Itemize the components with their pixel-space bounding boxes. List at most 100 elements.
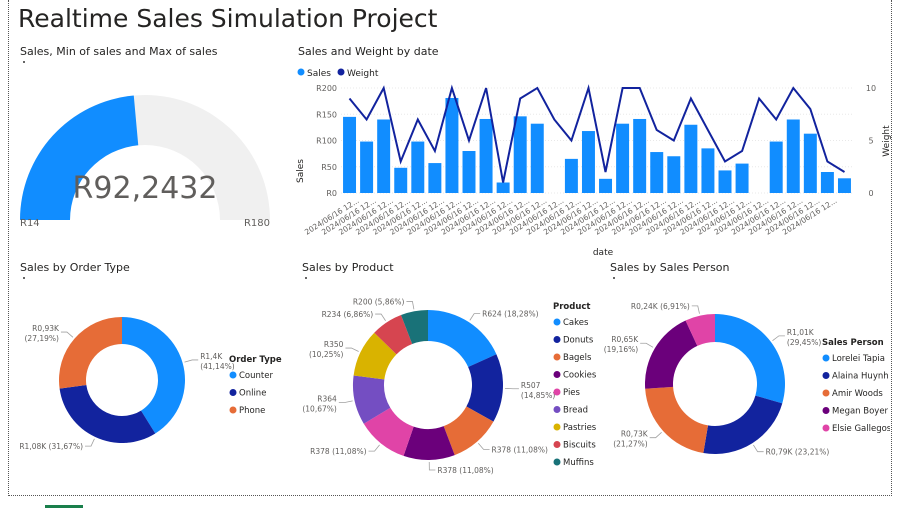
sales-bar xyxy=(462,151,476,193)
donut-slice xyxy=(685,314,715,346)
legend-title: Sales Person xyxy=(822,338,884,348)
legend-item: Cakes xyxy=(563,318,589,328)
y-axis-title: Sales xyxy=(296,159,306,183)
legend-sales-marker xyxy=(297,68,305,76)
data-label: R1,08K (31,67%) xyxy=(19,442,83,451)
gauge-min-label: R14 xyxy=(20,218,40,229)
legend-marker xyxy=(822,372,830,379)
legend-item: Phone xyxy=(239,406,265,416)
legend-item: Bagels xyxy=(563,353,592,363)
sales-bar xyxy=(820,172,834,193)
legend-item: Alaina Huynh xyxy=(832,372,889,382)
legend-marker xyxy=(553,318,561,326)
data-label-pct: (10,25%) xyxy=(309,350,344,359)
sales-bar xyxy=(837,178,851,193)
y-tick-label: R100 xyxy=(316,137,337,146)
y-tick-label: R0 xyxy=(326,189,337,198)
leader-line xyxy=(345,347,359,352)
leader-line xyxy=(640,342,654,348)
legend-title: Order Type xyxy=(229,355,282,365)
legend-weight-label: Weight xyxy=(347,69,379,79)
data-label: R234 (6,86%) xyxy=(322,310,374,319)
donut-slice xyxy=(401,310,428,344)
data-label: R0,93K xyxy=(32,324,60,333)
y-tick-label: R150 xyxy=(316,110,337,119)
leader-line xyxy=(428,461,436,471)
legend-sales-label: Sales xyxy=(307,69,331,79)
page-title: Realtime Sales Simulation Project xyxy=(18,4,438,33)
sales-bar xyxy=(411,141,425,193)
sales-bar xyxy=(513,116,527,193)
sales-bar xyxy=(599,178,613,193)
donut-slice xyxy=(59,317,122,389)
data-label: R350 xyxy=(324,340,344,349)
data-label: R1,4K xyxy=(200,352,223,361)
gauge-chart[interactable]: R92,2432 R14 R180 xyxy=(10,55,280,235)
legend-marker xyxy=(553,388,561,396)
weight-line xyxy=(348,84,846,183)
sales-bar xyxy=(394,167,408,193)
legend-item: Amir Woods xyxy=(832,389,883,399)
sales-bar xyxy=(650,152,664,193)
sales-bar xyxy=(377,119,391,193)
legend-marker xyxy=(553,371,561,378)
leader-line xyxy=(368,444,380,452)
leader-line xyxy=(85,438,95,447)
donut-slice xyxy=(428,310,497,367)
sales-person-donut[interactable]: R1,01K(29,45%) R0,79K (23,21%) R0,73K(21,2… xyxy=(600,280,890,480)
data-label: R0,79K (23,21%) xyxy=(766,448,830,457)
legend-marker xyxy=(822,354,830,362)
data-label: R0,65K xyxy=(611,335,639,344)
sales-bar xyxy=(718,170,732,193)
data-label-pct: (14,85%) xyxy=(521,391,556,400)
donut-slice xyxy=(645,386,709,454)
leader-line xyxy=(649,432,662,439)
sales-bar xyxy=(701,148,715,193)
legend-marker xyxy=(553,423,561,431)
x-axis-title: date xyxy=(593,248,614,258)
order-type-donut[interactable]: R1,4K(41,14%) R1,08K (31,67%) R0,93K(27,19… xyxy=(5,280,295,480)
legend-item: Online xyxy=(239,389,266,399)
sales-bar xyxy=(769,141,783,193)
legend-item: Counter xyxy=(239,371,273,381)
legend-item: Megan Boyer xyxy=(832,407,889,417)
donut-slice xyxy=(645,320,698,389)
order-type-menu-dot[interactable] xyxy=(23,277,25,279)
sales-bar xyxy=(803,133,817,193)
legend-item: Pastries xyxy=(563,423,597,433)
data-label-pct: (10,67%) xyxy=(302,405,337,414)
legend-weight-marker xyxy=(337,68,345,76)
donut-slice xyxy=(59,384,156,443)
sales-bar xyxy=(479,118,493,193)
legend-marker xyxy=(822,389,830,397)
leader-line xyxy=(772,335,785,341)
product-menu-dot[interactable] xyxy=(305,277,307,279)
legend-item: Cookies xyxy=(563,371,597,381)
data-label: R0,73K xyxy=(621,430,649,439)
legend-title: Product xyxy=(553,302,591,312)
legend-item: Biscuits xyxy=(563,441,596,451)
data-label-pct: (27,19%) xyxy=(25,334,60,343)
combo-chart[interactable]: Sales Weight Sales Weight date R0 R50 R100… xyxy=(293,58,893,273)
data-label-pct: (29,45%) xyxy=(787,338,822,347)
product-donut[interactable]: R624 (18,28%) R507(14,85%) R378 (11,08%) R3… xyxy=(295,280,600,485)
data-label: R507 xyxy=(521,381,541,390)
gauge-menu-dot[interactable] xyxy=(23,61,25,63)
sales-bar xyxy=(616,123,630,193)
donut-slice xyxy=(353,375,391,424)
leader-line xyxy=(469,313,481,321)
page-tab-indicator[interactable] xyxy=(45,505,83,508)
combo-title: Sales and Weight by date xyxy=(298,45,439,58)
order-type-title: Sales by Order Type xyxy=(20,261,130,274)
legend-item: Lorelei Tapia xyxy=(832,354,885,364)
leader-line xyxy=(338,400,353,403)
sales-person-title: Sales by Sales Person xyxy=(610,261,730,274)
y2-tick-label: 0 xyxy=(868,189,873,198)
sales-person-menu-dot[interactable] xyxy=(613,277,615,279)
leader-line xyxy=(184,359,199,363)
data-label: R200 (5,86%) xyxy=(353,297,405,306)
data-label: R1,01K xyxy=(787,328,815,337)
gauge-value: R92,2432 xyxy=(73,171,218,206)
legend-item: Bread xyxy=(563,406,588,416)
gauge-max-label: R180 xyxy=(244,218,270,229)
